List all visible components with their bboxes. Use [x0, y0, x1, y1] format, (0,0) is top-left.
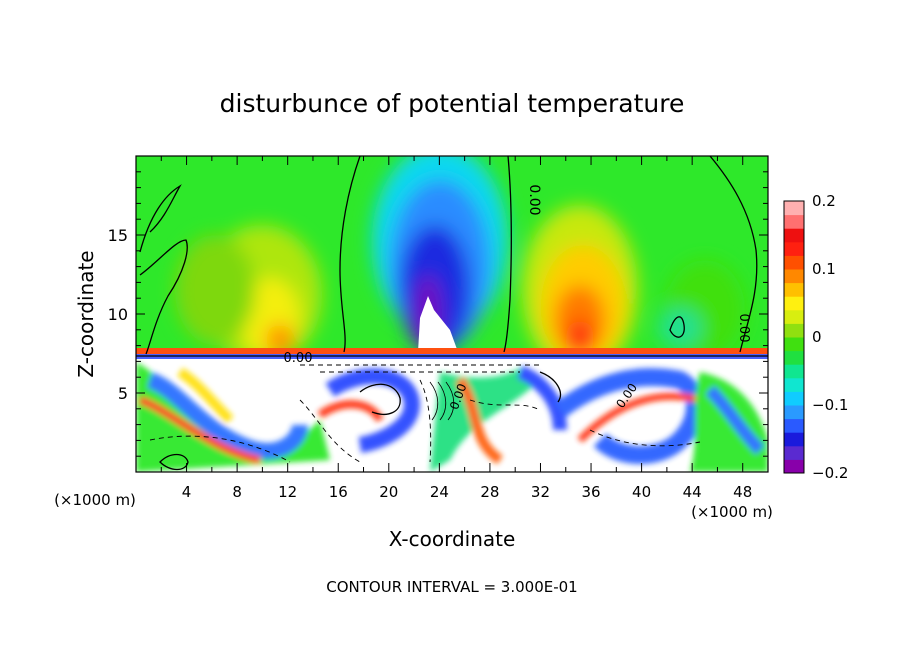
y-axis: 5 10 15: [108, 171, 768, 457]
colorbar: 0.2 0.1 0 −0.1 −0.2: [783, 192, 848, 482]
colorbar-swatch: [784, 350, 804, 365]
colorbar-swatch: [784, 269, 804, 284]
colorbar-tick-label: 0.1: [812, 260, 836, 278]
x-tick-label: 32: [531, 483, 550, 501]
colorbar-swatch: [784, 337, 804, 352]
x-axis-label: X-coordinate: [389, 527, 516, 551]
x-tick-label: 8: [232, 483, 242, 501]
colorbar-swatch: [784, 364, 804, 379]
colorbar-swatch: [784, 241, 804, 256]
colorbar-swatch: [784, 201, 804, 216]
contour-label: 0.00: [736, 314, 751, 343]
x-tick-label: 48: [733, 483, 752, 501]
plot-area: [136, 156, 768, 472]
negative-contours: [149, 364, 701, 463]
x-unit-label-right: (×1000 m): [691, 503, 773, 521]
colorbar-tick-label: 0: [812, 328, 822, 346]
colorbar-tick-label: 0.2: [812, 192, 836, 210]
colorbar-swatch: [784, 282, 804, 297]
x-tick-label: 20: [379, 483, 398, 501]
colorbar-frame: [783, 200, 805, 474]
colorbar-tick-label: −0.1: [812, 396, 848, 414]
x-tick-label: 12: [278, 483, 297, 501]
white-plume: [418, 296, 458, 352]
y-axis-label: Z-coordinate: [74, 250, 98, 377]
colorbar-swatch: [784, 405, 804, 420]
colorbar-swatch: [784, 418, 804, 433]
contour-cluster: [429, 381, 455, 421]
x-unit-label-left: (×1000 m): [54, 491, 136, 509]
y-tick-label: 5: [118, 384, 128, 403]
x-axis: 4 8 12 16 20 24 28 32 36 40 44 48: [160, 156, 752, 501]
colorbar-swatch: [784, 309, 804, 324]
zero-contours: [136, 156, 768, 471]
colorbar-swatch: [784, 296, 804, 311]
contour-interval-footer: CONTOUR INTERVAL = 3.000E-01: [326, 578, 577, 596]
x-tick-label: 36: [581, 483, 600, 501]
contour-label: 0.00: [284, 351, 313, 366]
chart-title: disturbunce of potential temperature: [220, 89, 685, 118]
x-tick-label: 28: [480, 483, 499, 501]
colorbar-swatch: [784, 228, 804, 243]
colorbar-swatch: [784, 391, 804, 406]
colorbar-swatch: [784, 432, 804, 447]
x-tick-label: 40: [632, 483, 651, 501]
x-tick-label: 44: [683, 483, 702, 501]
colorbar-swatch: [784, 459, 804, 474]
colorbar-swatch: [784, 255, 804, 270]
colorbar-tick-label: −0.2: [812, 464, 848, 482]
colorbar-swatch: [784, 445, 804, 460]
y-tick-label: 10: [108, 305, 128, 324]
interface-band-red: [136, 348, 768, 354]
x-tick-label: 24: [430, 483, 449, 501]
x-tick-label: 4: [182, 483, 192, 501]
y-tick-label: 15: [108, 226, 128, 245]
x-tick-label: 16: [329, 483, 348, 501]
colorbar-swatch: [784, 377, 804, 392]
contour-label: 0.00: [526, 184, 542, 215]
colorbar-swatch: [784, 323, 804, 338]
colorbar-swatch: [784, 214, 804, 229]
